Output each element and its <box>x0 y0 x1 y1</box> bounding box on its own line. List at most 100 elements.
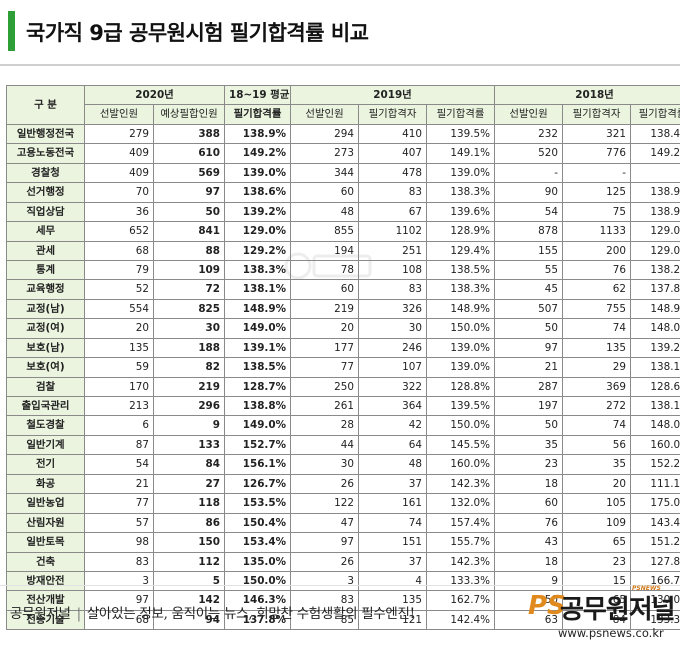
table-cell: 50 <box>494 415 564 436</box>
table-cell: 62 <box>562 279 632 300</box>
table-cell: - <box>494 162 564 184</box>
table-cell: 135.0% <box>224 551 292 572</box>
table-cell: 65 <box>562 532 632 553</box>
table-cell: 344 <box>290 162 360 184</box>
table-cell: 272 <box>562 395 632 417</box>
table-cell: 145.5% <box>426 434 496 456</box>
table-cell: 652 <box>84 221 154 242</box>
table-cell: 138.2% <box>630 259 680 281</box>
row-label: 선거행정 <box>6 182 85 203</box>
row-label: 직업상담 <box>6 201 85 223</box>
table-cell: 825 <box>152 298 226 320</box>
table-cell: 30 <box>290 454 360 475</box>
table-cell: 26 <box>290 473 360 495</box>
table-row: 고용노동전국 409 610 149.2% 273 407 149.1% 520 776 149.… <box>6 143 680 164</box>
table-cell: 133.3% <box>426 570 496 592</box>
table-cell: 152.7% <box>224 434 292 456</box>
table-cell: 148.9% <box>630 298 680 320</box>
table-body: 일반행정전국 279 388 138.9% 294 410 139.5% 232 321 138.… <box>6 123 680 631</box>
row-label: 보호(여) <box>6 357 85 378</box>
table-cell: 139.2% <box>224 201 292 223</box>
table-cell: 142.3% <box>426 473 496 495</box>
table-cell: 55 <box>494 259 564 281</box>
table-cell: 23 <box>562 551 632 572</box>
table-row: 일반행정전국 279 388 138.9% 294 410 139.5% 232 321 138.… <box>6 123 680 145</box>
row-label: 고용노동전국 <box>6 143 85 164</box>
table-cell: 85 <box>290 609 360 631</box>
footer-separator: | <box>76 606 82 622</box>
table-cell: 152.2% <box>630 454 680 475</box>
table-cell: 138.5% <box>426 259 496 281</box>
table-cell: 109 <box>152 259 226 281</box>
table-cell: 142 <box>152 590 226 611</box>
row-label: 세무 <box>6 221 85 242</box>
table-cell: 139.1% <box>224 337 292 359</box>
row-label: 일반토목 <box>6 532 85 553</box>
watermark-logo <box>284 252 372 280</box>
table-cell: 86 <box>152 512 226 534</box>
subheader: 필기합격률 <box>630 104 680 125</box>
table-cell: 364 <box>358 395 428 417</box>
table-cell: 294 <box>290 123 360 145</box>
table-cell: 197 <box>494 395 564 417</box>
table-cell: 151 <box>358 532 428 553</box>
table-cell: 410 <box>358 123 428 145</box>
table-cell: 21 <box>494 357 564 378</box>
psnews-logo: PS 공무원저널 PSNEWS www.psnews.co.kr <box>528 583 676 645</box>
row-label: 철도경찰 <box>6 415 85 436</box>
footer-brand: 공무원저널 <box>10 606 71 622</box>
table-cell: 127.8% <box>630 551 680 572</box>
table-cell: 175.0% <box>630 493 680 514</box>
table-cell: 35 <box>494 434 564 456</box>
table-cell: 77 <box>84 493 154 514</box>
table-cell: 42 <box>358 415 428 436</box>
table-cell: 139.5% <box>426 395 496 417</box>
table-cell: 109 <box>562 512 632 534</box>
table-cell: 610 <box>152 143 226 164</box>
row-label: 건축 <box>6 551 85 572</box>
table-cell: 79 <box>84 259 154 281</box>
table-cell: 98 <box>84 532 154 553</box>
table-cell: 20 <box>562 473 632 495</box>
table-cell: 60 <box>290 182 360 203</box>
table-cell: 138.1% <box>224 279 292 300</box>
table-cell: 37 <box>358 551 428 572</box>
table-cell: 161 <box>358 493 428 514</box>
table-cell: 30 <box>152 318 226 339</box>
table-cell: 1102 <box>358 221 428 242</box>
table-cell: 129.0% <box>630 240 680 261</box>
table-cell: 138.3% <box>426 182 496 203</box>
table-cell: 507 <box>494 298 564 320</box>
table-cell: 82 <box>152 357 226 378</box>
table-cell: 213 <box>84 395 154 417</box>
row-label: 검찰 <box>6 376 85 398</box>
table-cell: 59 <box>84 357 154 378</box>
table-cell: 160.0% <box>630 434 680 456</box>
group-header-2018: 2018년 <box>494 84 680 106</box>
table-cell: 90 <box>494 182 564 203</box>
row-label: 일반농업 <box>6 493 85 514</box>
group-header-avg: 18~19 평균 <box>224 84 292 106</box>
table-cell: 155.7% <box>426 532 496 553</box>
table-cell: 133.3% <box>630 609 680 631</box>
table-cell: 150.4% <box>224 512 292 534</box>
subheader: 필기합격률 <box>224 104 292 125</box>
table-cell: 76 <box>562 259 632 281</box>
table-cell: 150.0% <box>426 318 496 339</box>
table-cell: 139.0% <box>426 357 496 378</box>
table-cell: 153.5% <box>224 493 292 514</box>
table-cell: 150 <box>152 532 226 553</box>
table-cell: 130.0% <box>630 590 680 611</box>
table-cell: 138.3% <box>426 279 496 300</box>
table-cell: 129.4% <box>426 240 496 261</box>
table-cell: 149.2% <box>630 143 680 164</box>
table-cell: 138.9% <box>630 201 680 223</box>
table-cell: 142.4% <box>426 609 496 631</box>
table-cell: 128.6% <box>630 376 680 398</box>
table-cell: 30 <box>358 318 428 339</box>
table-cell: 84 <box>152 454 226 475</box>
